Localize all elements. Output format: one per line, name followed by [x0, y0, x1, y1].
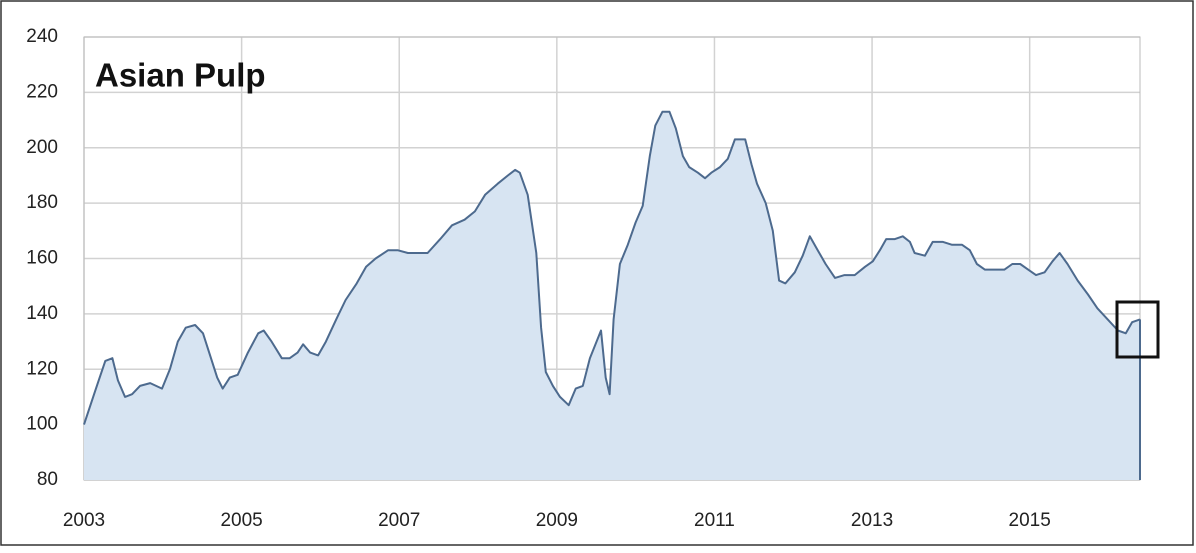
y-tick-label: 140 [26, 303, 58, 324]
x-tick-label: 2015 [1009, 510, 1051, 531]
y-tick-label: 160 [26, 248, 58, 269]
x-tick-label: 2005 [220, 510, 262, 531]
y-tick-label: 120 [26, 358, 58, 379]
x-tick-label: 2013 [851, 510, 893, 531]
y-tick-label: 220 [26, 81, 58, 102]
chart-title: Asian Pulp [95, 57, 266, 94]
x-tick-label: 2011 [694, 510, 735, 531]
y-tick-label: 80 [37, 469, 58, 490]
highlight-box [1115, 300, 1160, 359]
data-line [83, 110, 1141, 425]
x-tick-label: 2007 [378, 510, 420, 531]
area-fill [84, 111, 1140, 481]
y-tick-label: 200 [26, 137, 58, 158]
x-tick-label: 2009 [536, 510, 578, 531]
y-tick-label: 100 [26, 414, 58, 435]
y-tick-label: 180 [26, 192, 58, 213]
y-tick-label: 240 [26, 26, 58, 47]
x-tick-label: 2003 [63, 510, 105, 531]
plot [83, 110, 1141, 481]
